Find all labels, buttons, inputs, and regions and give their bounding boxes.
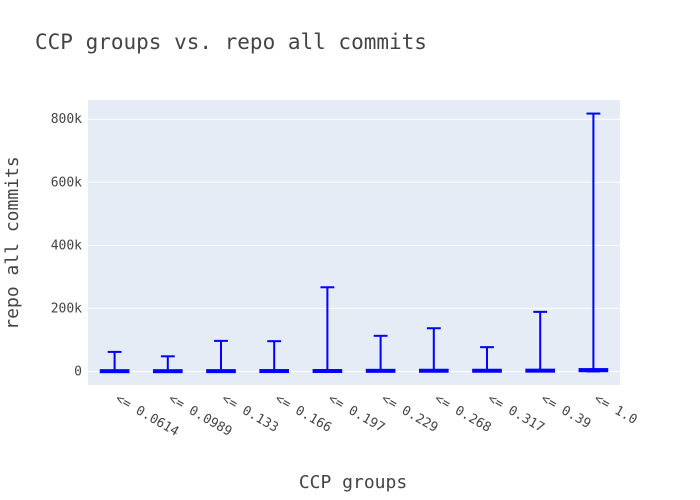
- box-mark[interactable]: [472, 346, 502, 373]
- y-axis-ticks: 0 200k 400k 600k 800k: [51, 112, 82, 379]
- x-tick-label: <= 0.229: [379, 391, 441, 435]
- x-tick-label: <= 0.39: [538, 391, 593, 431]
- y-axis-title: repo all commits: [2, 156, 23, 329]
- box-mark[interactable]: [312, 286, 343, 374]
- box-series: [99, 112, 609, 374]
- box-mark[interactable]: [525, 310, 556, 373]
- box-mark[interactable]: [578, 112, 609, 373]
- box-mark[interactable]: [99, 350, 130, 374]
- x-tick-label: <= 1.0: [591, 391, 639, 427]
- y-tick-label: 400k: [51, 238, 82, 253]
- box-mark[interactable]: [418, 327, 449, 373]
- x-tick-label: <= 0.166: [272, 391, 334, 435]
- y-tick-label: 200k: [51, 301, 82, 316]
- box-mark[interactable]: [152, 355, 183, 374]
- y-tick-label: 800k: [51, 112, 82, 127]
- chart-title: CCP groups vs. repo all commits: [35, 30, 427, 54]
- x-tick-label: <= 0.197: [325, 391, 387, 435]
- x-tick-label: <= 0.268: [432, 391, 494, 435]
- box-mark[interactable]: [259, 340, 290, 374]
- x-tick-label: <= 0.317: [485, 391, 547, 435]
- plot-background: [88, 100, 620, 385]
- box-mark[interactable]: [365, 334, 396, 373]
- y-tick-label: 0: [74, 364, 82, 379]
- box-mark[interactable]: [206, 339, 236, 374]
- x-axis-ticks: <= 0.0614<= 0.0989<= 0.133<= 0.166<= 0.1…: [113, 391, 640, 439]
- x-axis-title: CCP groups: [299, 472, 407, 493]
- y-tick-label: 600k: [51, 175, 82, 190]
